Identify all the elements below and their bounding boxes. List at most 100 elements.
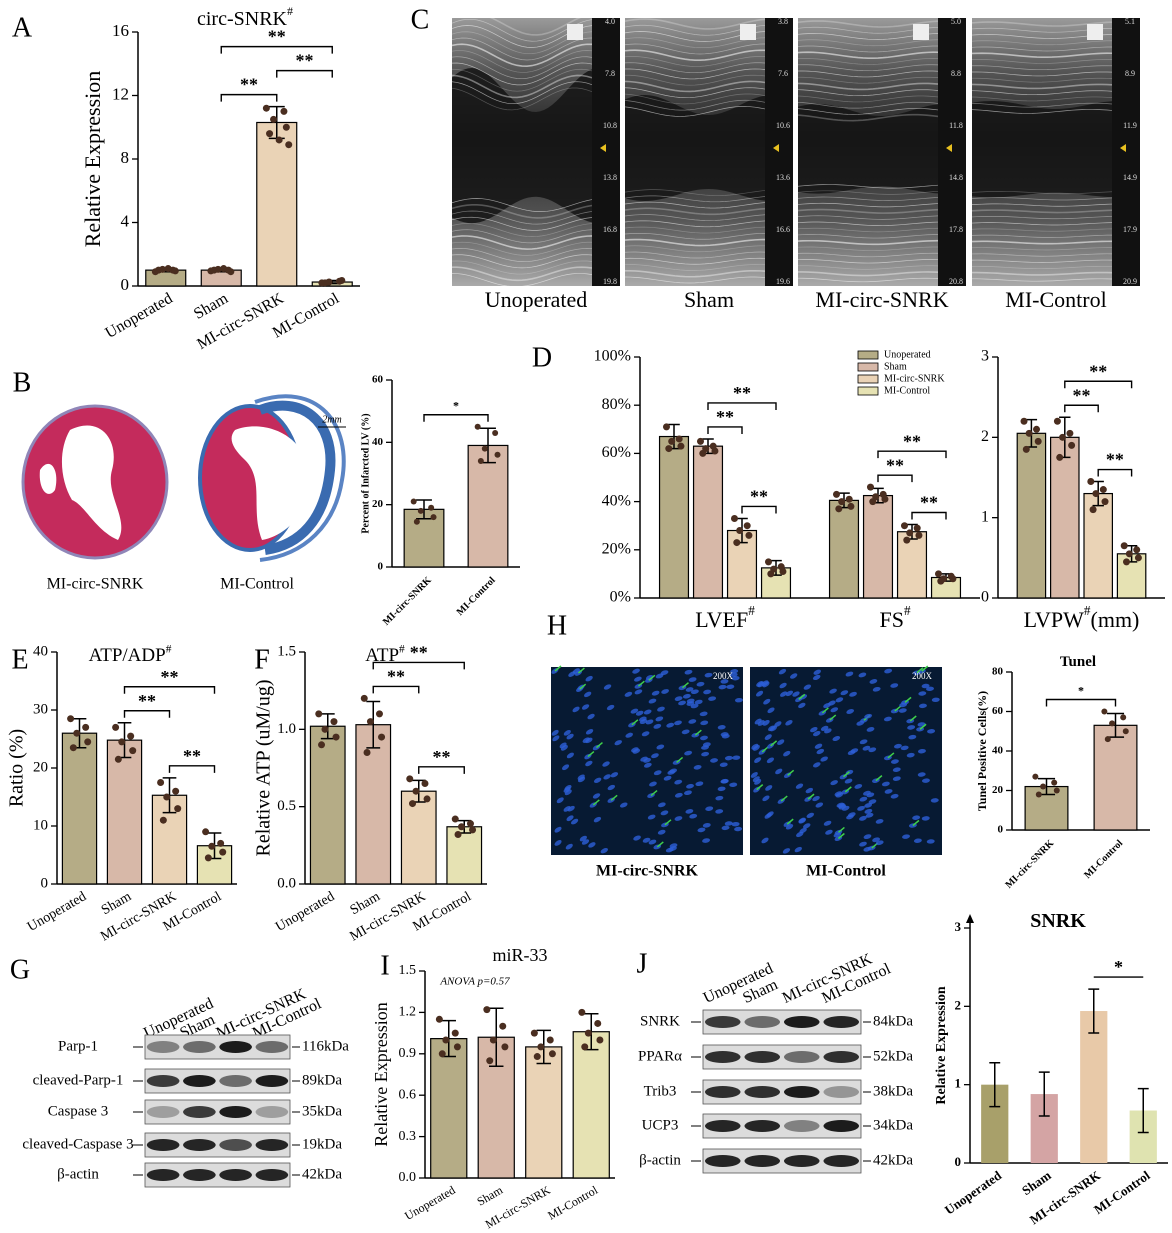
echo-trace bbox=[624, 37, 766, 49]
tunel-signal bbox=[656, 841, 664, 848]
significance-label: ** bbox=[750, 487, 768, 507]
echo-trace bbox=[451, 74, 593, 99]
nucleus bbox=[892, 776, 901, 781]
magnification: 200X bbox=[713, 671, 734, 681]
data-point bbox=[1053, 417, 1061, 425]
significance-label: ** bbox=[886, 455, 904, 475]
echo-trace bbox=[971, 102, 1113, 108]
nucleus bbox=[655, 716, 664, 722]
echo-trace bbox=[971, 203, 1113, 207]
data-point bbox=[280, 107, 288, 115]
y-tick-label: 0 bbox=[998, 824, 1004, 836]
blot-band bbox=[183, 1041, 216, 1053]
y-tick-label: 2 bbox=[981, 428, 989, 445]
significance-label: ** bbox=[733, 383, 751, 403]
nucleus bbox=[762, 681, 770, 688]
echo-trace bbox=[624, 56, 766, 67]
nucleus bbox=[798, 817, 806, 824]
data-point bbox=[360, 694, 368, 702]
nucleus bbox=[686, 783, 694, 789]
bar bbox=[446, 826, 483, 885]
data-point bbox=[174, 805, 182, 813]
blot-band bbox=[704, 1120, 741, 1132]
echo-scale-label: 10.8 bbox=[603, 121, 617, 130]
blot-band bbox=[823, 1016, 860, 1028]
echo-scale-label: 4.0 bbox=[605, 17, 615, 26]
data-point bbox=[421, 779, 429, 787]
nucleus bbox=[657, 802, 666, 808]
nucleus bbox=[700, 735, 708, 741]
nucleus bbox=[674, 816, 683, 821]
echo-trace bbox=[797, 234, 939, 239]
blot-band bbox=[704, 1155, 741, 1167]
nucleus bbox=[630, 708, 639, 714]
nucleus bbox=[754, 778, 762, 785]
echo-label: Unoperated bbox=[485, 287, 588, 312]
nucleus bbox=[641, 731, 650, 737]
blot-band bbox=[704, 1016, 741, 1028]
nucleus bbox=[703, 689, 712, 695]
nucleus bbox=[906, 752, 915, 758]
blot-band bbox=[255, 1075, 289, 1087]
bar bbox=[400, 790, 437, 885]
blot-band bbox=[255, 1106, 289, 1118]
echo-trace bbox=[624, 74, 766, 86]
nucleus bbox=[640, 756, 648, 762]
data-point bbox=[172, 787, 180, 795]
y-tick-label: 80 bbox=[992, 666, 1004, 678]
nucleus bbox=[551, 729, 559, 736]
echo-scale-label: 17.9 bbox=[1123, 225, 1137, 234]
x-category-label: LVEF# bbox=[695, 603, 755, 632]
data-point bbox=[159, 816, 167, 824]
significance-bracket bbox=[877, 450, 947, 459]
nucleus bbox=[754, 757, 762, 764]
y-axis-label: Ratio (%) bbox=[6, 729, 28, 807]
echo-label: MI-circ-SNRK bbox=[815, 287, 948, 312]
nucleus bbox=[699, 711, 708, 717]
blot-band bbox=[255, 1169, 289, 1181]
y-tick-label: 0.9 bbox=[399, 1046, 417, 1061]
echo-trace bbox=[797, 202, 939, 208]
bar bbox=[1050, 436, 1080, 599]
nucleus bbox=[653, 770, 662, 776]
nucleus bbox=[610, 772, 619, 778]
echo-scale-label: 8.8 bbox=[951, 69, 961, 78]
significance-label: ** bbox=[1073, 385, 1091, 405]
legend-label: MI-Control bbox=[884, 385, 930, 396]
echo-trace bbox=[797, 227, 939, 233]
data-point bbox=[157, 779, 165, 786]
nucleus bbox=[731, 821, 740, 827]
echo-trace bbox=[451, 229, 593, 244]
echo-scale-label: 11.9 bbox=[1123, 121, 1137, 130]
category-unit: (mm) bbox=[1091, 607, 1140, 632]
nucleus bbox=[756, 690, 764, 697]
nucleus bbox=[847, 812, 856, 818]
tunel-signal bbox=[842, 771, 850, 778]
nucleus bbox=[688, 719, 697, 724]
data-point bbox=[457, 823, 465, 831]
bar bbox=[572, 1031, 610, 1179]
nucleus bbox=[765, 785, 773, 791]
nucleus bbox=[585, 737, 593, 744]
significance-bracket bbox=[1097, 468, 1133, 477]
echo-trace bbox=[797, 184, 939, 189]
x-tick-label: Unoperated bbox=[102, 290, 175, 342]
nucleus bbox=[647, 814, 656, 820]
data-point bbox=[578, 1008, 586, 1016]
x-tick-label: Unoperated bbox=[273, 889, 337, 935]
nucleus bbox=[657, 829, 666, 835]
nucleus bbox=[806, 812, 815, 819]
echo-trace bbox=[797, 64, 939, 72]
nucleus bbox=[798, 702, 806, 709]
blot-band bbox=[783, 1016, 820, 1028]
data-point bbox=[417, 507, 424, 514]
nucleus bbox=[719, 762, 728, 767]
legend-swatch bbox=[857, 362, 879, 372]
echo-trace bbox=[624, 99, 766, 111]
protein-label: β-actin bbox=[639, 1152, 681, 1168]
x-tick-label: Sham bbox=[1019, 1168, 1054, 1199]
echo-trace bbox=[624, 220, 766, 228]
y-tick-label: 1.5 bbox=[277, 643, 296, 659]
data-point bbox=[1133, 546, 1141, 554]
echo-trace bbox=[797, 82, 939, 91]
